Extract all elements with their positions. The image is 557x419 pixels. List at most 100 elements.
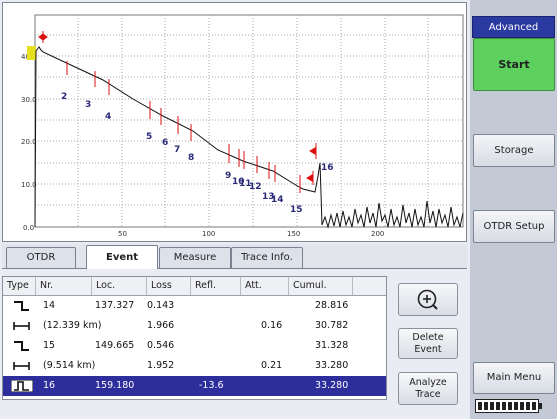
otdr-setup-button[interactable]: OTDR Setup (473, 210, 555, 243)
event-markers (66, 61, 301, 193)
event-label[interactable]: 8 (188, 153, 194, 163)
end-reflective-event-icon (11, 380, 33, 392)
cell-nr: 16 (43, 380, 56, 391)
battery-segment (484, 402, 488, 410)
event-label[interactable]: 14 (271, 195, 284, 205)
y-tick-label: 0.0 (23, 224, 34, 232)
start-marker[interactable] (27, 46, 36, 60)
column-header-loc[interactable]: Loc. (92, 277, 147, 295)
cell-cumul: 33.280 (315, 360, 349, 371)
mode-indicator: Advanced (472, 16, 555, 38)
tab-trace-info[interactable]: Trace Info. (231, 247, 303, 268)
tab-otdr[interactable]: OTDR (6, 247, 76, 268)
cell-cumul: 30.782 (315, 320, 349, 331)
non-reflective-event-icon (14, 341, 29, 351)
cell-loc: 159.180 (95, 380, 135, 391)
column-header-cumul[interactable]: Cumul. (289, 277, 353, 295)
battery-segment (490, 402, 494, 410)
event-label[interactable]: 15 (290, 205, 303, 215)
trace-line (34, 46, 464, 229)
x-tick-label: 200 (371, 230, 384, 238)
table-row[interactable]: 16 159.180 -13.6 33.280 (3, 376, 386, 396)
delete-event-button[interactable]: Delete Event (398, 328, 458, 359)
table-row[interactable]: 15 149.665 0.546 31.328 (3, 336, 386, 356)
view-tabs: OTDR Event Measure Trace Info. (2, 244, 467, 269)
event-label[interactable]: 13 (262, 192, 275, 202)
column-header-loss[interactable]: Loss (147, 277, 191, 295)
cell-loc: 137.327 (95, 300, 135, 311)
event-label[interactable]: 10 (232, 177, 245, 187)
cell-refl: -13.6 (199, 380, 224, 391)
event-label[interactable]: 6 (162, 138, 168, 148)
event-label[interactable]: 7 (174, 145, 180, 155)
start-button[interactable]: Start (473, 38, 555, 91)
start-arrow-marker (38, 31, 48, 43)
y-tick-label: 10.0 (21, 181, 37, 189)
battery-segment (496, 402, 500, 410)
battery-segment (478, 402, 482, 410)
event-label[interactable]: 9 (225, 171, 231, 181)
battery-icon (475, 399, 539, 413)
cell-loss: 0.143 (147, 300, 175, 311)
table-header: Type Nr. Loc. Loss Refl. Att. Cumul. (3, 277, 386, 296)
battery-segment (502, 402, 506, 410)
cell-att: 0.21 (261, 360, 283, 371)
cell-nr: (12.339 km) (43, 320, 102, 331)
cell-cumul: 28.816 (315, 300, 349, 311)
y-tick-label: 20.0 (21, 138, 37, 146)
analyze-trace-label-line1: Analyze (409, 377, 447, 388)
end-event-marker (306, 143, 317, 185)
column-header-type[interactable]: Type (3, 277, 36, 295)
column-header-refl[interactable]: Refl. (191, 277, 241, 295)
tab-event[interactable]: Event (86, 245, 158, 269)
battery-segment (520, 402, 524, 410)
storage-button[interactable]: Storage (473, 134, 555, 167)
cell-nr: 14 (43, 300, 56, 311)
event-label[interactable]: 2 (61, 92, 67, 102)
battery-segment (514, 402, 518, 410)
non-reflective-event-icon (14, 301, 29, 311)
trace-graph[interactable]: 40.0 30.0 20.0 10.0 0.0 50 100 150 200 (2, 2, 467, 242)
delete-event-label-line1: Delete (412, 332, 444, 343)
battery-segment (532, 402, 536, 410)
zoom-button[interactable] (398, 283, 458, 316)
event-label[interactable]: 5 (146, 132, 152, 142)
main-menu-button[interactable]: Main Menu (473, 362, 555, 394)
cell-loss: 1.952 (147, 360, 175, 371)
table-row[interactable]: (9.514 km) 1.952 0.21 33.280 (3, 356, 386, 376)
analyze-trace-button[interactable]: Analyze Trace (398, 372, 458, 405)
tab-measure[interactable]: Measure (159, 247, 231, 268)
column-header-att[interactable]: Att. (241, 277, 289, 295)
event-label[interactable]: 12 (249, 182, 262, 192)
cell-cumul: 31.328 (315, 340, 349, 351)
event-label[interactable]: 4 (105, 112, 111, 122)
table-row[interactable]: 14 137.327 0.143 28.816 (3, 296, 386, 316)
cell-att: 0.16 (261, 320, 283, 331)
event-label[interactable]: 11 (239, 179, 252, 189)
table-row[interactable]: (12.339 km) 1.966 0.16 30.782 (3, 316, 386, 336)
cell-nr: (9.514 km) (43, 360, 96, 371)
cell-loss: 0.546 (147, 340, 175, 351)
cell-loc: 149.665 (95, 340, 135, 351)
cell-cumul: 33.280 (315, 380, 349, 391)
x-tick-label: 100 (202, 230, 215, 238)
event-table: Type Nr. Loc. Loss Refl. Att. Cumul. 14 1… (2, 276, 387, 400)
battery-segment (526, 402, 530, 410)
cell-loss: 1.966 (147, 320, 175, 331)
column-header-nr[interactable]: Nr. (36, 277, 92, 295)
battery-segment (508, 402, 512, 410)
x-tick-label: 50 (118, 230, 127, 238)
event-label[interactable]: 3 (85, 100, 91, 110)
fiber-section-icon (13, 322, 30, 330)
fiber-section-icon (13, 362, 30, 370)
trace-plot: 40.0 30.0 20.0 10.0 0.0 50 100 150 200 (21, 14, 464, 238)
delete-event-label-line2: Event (414, 344, 442, 355)
event-label[interactable]: 16 (321, 163, 334, 173)
battery-tip (539, 403, 542, 409)
zoom-in-icon (417, 289, 438, 310)
x-tick-label: 150 (287, 230, 300, 238)
analyze-trace-label-line2: Trace (415, 389, 441, 400)
y-tick-label: 30.0 (21, 96, 37, 104)
cell-nr: 15 (43, 340, 56, 351)
